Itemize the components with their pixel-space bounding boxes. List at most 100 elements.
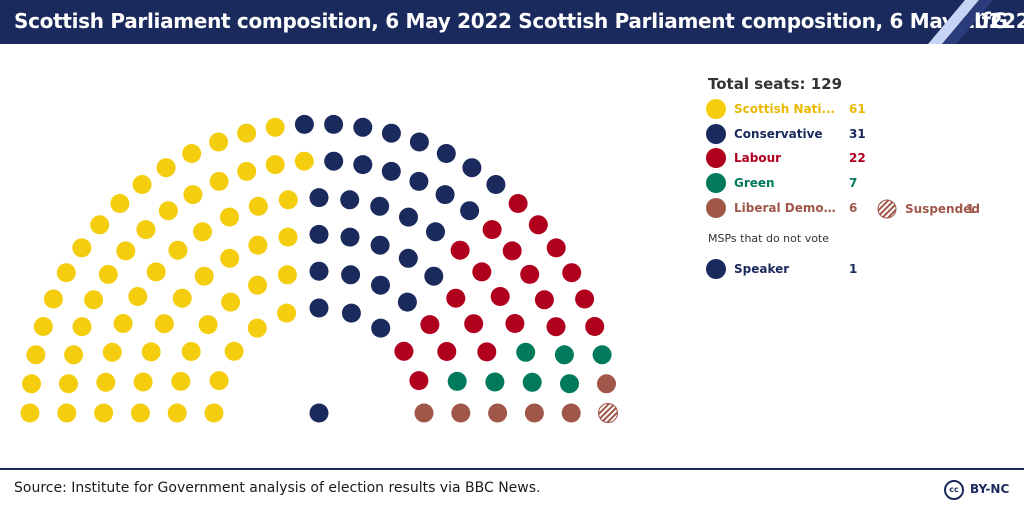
seat xyxy=(505,314,525,333)
seat xyxy=(94,403,114,423)
legend-value: 7 xyxy=(849,176,858,190)
seat xyxy=(447,371,467,391)
seat xyxy=(340,227,360,247)
seat xyxy=(546,317,566,337)
seat xyxy=(460,201,480,221)
seat xyxy=(248,275,267,295)
seat xyxy=(409,171,429,191)
seat xyxy=(168,240,188,260)
seat xyxy=(424,266,444,286)
seat xyxy=(528,215,548,235)
seat xyxy=(309,261,329,281)
seat xyxy=(451,403,471,423)
seat xyxy=(209,171,229,191)
seat xyxy=(84,290,104,310)
seat xyxy=(171,371,191,391)
seat xyxy=(26,345,46,365)
seat xyxy=(409,371,429,391)
seat xyxy=(450,240,470,260)
seat xyxy=(309,224,329,244)
legend-label: Green xyxy=(734,176,775,190)
ifg-logo: IfG xyxy=(973,9,1008,33)
seat xyxy=(43,289,63,309)
seat xyxy=(22,374,41,394)
seat xyxy=(397,292,417,312)
seat xyxy=(309,188,329,208)
cc-icon: cc xyxy=(944,480,964,500)
seat xyxy=(534,290,554,310)
seat xyxy=(59,374,78,394)
seat xyxy=(113,314,133,333)
parliament-chart xyxy=(20,114,618,423)
seat xyxy=(585,317,605,336)
seat xyxy=(409,132,429,152)
non-voting-heading: MSPs that do not vote xyxy=(708,232,830,245)
seat xyxy=(277,303,297,323)
legend-label: Scottish Nati... xyxy=(734,102,836,116)
seat xyxy=(399,207,418,227)
seat xyxy=(294,114,314,134)
seat xyxy=(220,248,240,268)
seat xyxy=(464,314,484,334)
seat xyxy=(182,144,202,163)
seat xyxy=(437,342,457,361)
legend-value: 1 xyxy=(966,202,975,216)
license-text: BY-NC xyxy=(970,482,1010,496)
seat xyxy=(265,117,285,137)
seat xyxy=(181,342,201,361)
seat xyxy=(128,287,148,306)
seat xyxy=(546,238,566,258)
seat xyxy=(462,158,482,178)
seat xyxy=(183,185,203,205)
seat xyxy=(592,345,612,365)
legend-value: 6 xyxy=(849,201,858,215)
seat xyxy=(57,403,77,423)
seat xyxy=(371,318,391,338)
legend-value: 31 xyxy=(849,127,866,141)
seat xyxy=(72,238,92,258)
seat xyxy=(353,155,373,175)
legend-value: 61 xyxy=(849,102,866,116)
seat xyxy=(490,287,510,306)
legend-label: Labour xyxy=(734,151,782,165)
seat xyxy=(381,123,401,143)
seat xyxy=(265,155,285,175)
seat xyxy=(394,341,414,361)
seat xyxy=(198,315,218,335)
legend-value: 22 xyxy=(849,151,866,165)
seat xyxy=(209,371,229,391)
seat xyxy=(277,265,297,285)
header-bar: Scottish Parliament composition, 6 May 2… xyxy=(0,0,1024,44)
seat xyxy=(488,403,508,423)
seat xyxy=(278,190,298,210)
legend-swatch xyxy=(706,198,726,218)
seat xyxy=(248,235,268,255)
seat xyxy=(102,342,122,362)
seat xyxy=(90,215,110,235)
seat xyxy=(482,220,502,240)
seat xyxy=(398,248,418,268)
seat xyxy=(56,263,76,283)
legend-swatch xyxy=(706,99,726,119)
seat xyxy=(371,275,390,295)
legend-label: Speaker xyxy=(734,262,790,276)
legend-swatch xyxy=(706,124,726,144)
seat xyxy=(477,342,497,362)
seat xyxy=(554,345,574,365)
seat xyxy=(309,298,329,318)
chart-title: Scottish Parliament composition, 6 May 2… xyxy=(14,9,1024,33)
seat xyxy=(472,262,492,282)
seat xyxy=(436,144,456,163)
seat xyxy=(72,317,92,337)
seat xyxy=(522,372,542,392)
seat xyxy=(341,303,361,323)
seat xyxy=(486,175,506,194)
seat xyxy=(193,222,212,242)
source-note: Source: Institute for Government analysi… xyxy=(14,480,541,496)
seat xyxy=(98,264,118,284)
footer-divider xyxy=(0,468,1024,470)
seat xyxy=(158,201,178,221)
seat xyxy=(485,372,505,392)
seat xyxy=(414,403,434,423)
seat xyxy=(132,175,152,194)
